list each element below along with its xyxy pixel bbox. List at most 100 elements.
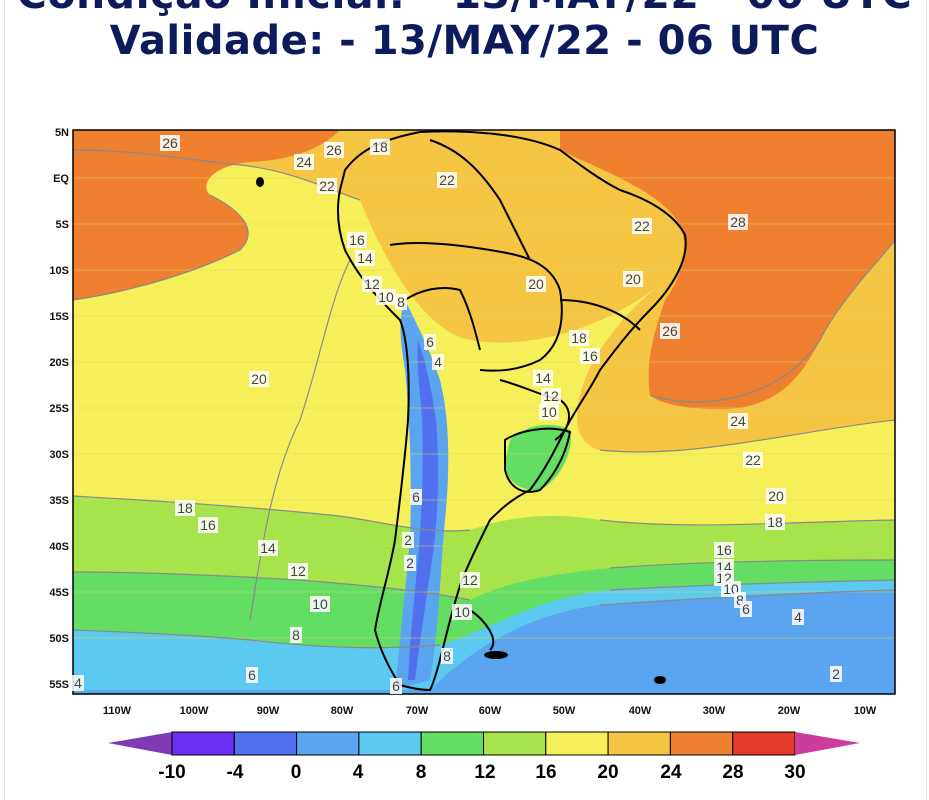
contour-label: 16 bbox=[349, 232, 365, 248]
contour-label-bg bbox=[539, 404, 559, 420]
colorbar-label: 16 bbox=[535, 762, 556, 783]
contour-label: 4 bbox=[794, 609, 802, 625]
lat-label: 10S bbox=[49, 265, 69, 277]
contour-label: 20 bbox=[251, 371, 267, 387]
contour-label: 4 bbox=[434, 354, 442, 370]
longitude-labels: 110W 100W 90W 80W 70W 60W 50W 40W 30W 20… bbox=[103, 705, 877, 717]
contour-label: 26 bbox=[662, 323, 678, 339]
contour-label-bg bbox=[424, 334, 436, 350]
colorbar-cell bbox=[669, 731, 734, 756]
contour-label-bg bbox=[404, 555, 416, 571]
lon-label: 10W bbox=[854, 705, 877, 717]
colorbar-label: 24 bbox=[660, 762, 682, 783]
map-border bbox=[72, 129, 896, 695]
contour-label: 20 bbox=[528, 276, 544, 292]
colorbar-label: -10 bbox=[158, 762, 185, 783]
lat-label: 5S bbox=[56, 219, 69, 231]
contour-label-bg bbox=[347, 232, 367, 248]
contour-label-bg bbox=[324, 142, 344, 158]
initial-condition-title: Condição Inicial: - 13/MAY/22 - 00 UTC bbox=[0, 0, 929, 18]
contour-label: 14 bbox=[357, 250, 373, 266]
contour-label-bg bbox=[830, 666, 842, 682]
contour-label-bg bbox=[355, 250, 375, 266]
validity-title: Validade: - 13/MAY/22 - 06 UTC bbox=[109, 18, 820, 64]
contour-label: 22 bbox=[634, 218, 650, 234]
contour-label-bg bbox=[441, 648, 453, 664]
contour-label: 22 bbox=[439, 172, 455, 188]
contour-label-bg bbox=[175, 500, 195, 516]
contour-label: 8 bbox=[736, 592, 744, 608]
contour-label: 10 bbox=[454, 604, 470, 620]
lon-label: 60W bbox=[479, 705, 502, 717]
lon-label: 70W bbox=[406, 705, 429, 717]
lon-label: 80W bbox=[331, 705, 354, 717]
contour-label: 2 bbox=[406, 555, 414, 571]
contour-label-bg bbox=[714, 542, 734, 558]
contour-label: 12 bbox=[543, 388, 559, 404]
contour-label: 16 bbox=[716, 542, 732, 558]
contour-label-bg bbox=[623, 271, 643, 287]
contour-label: 20 bbox=[768, 488, 784, 504]
lat-label: 35S bbox=[49, 495, 69, 507]
contour-label-bg bbox=[288, 563, 308, 579]
colorbar-label: 12 bbox=[474, 762, 495, 783]
contour-label: 12 bbox=[364, 276, 380, 292]
contour-label: 26 bbox=[162, 135, 178, 151]
contour-label-bg bbox=[632, 218, 652, 234]
lon-label: 30W bbox=[703, 705, 726, 717]
contour-label-bg bbox=[249, 371, 269, 387]
colorbar-cap-right bbox=[795, 732, 860, 755]
contour-label-bg bbox=[569, 330, 589, 346]
contour-label-bg bbox=[317, 178, 337, 194]
colorbar-label: 4 bbox=[353, 762, 364, 783]
contour-label-bg bbox=[410, 489, 422, 505]
contour-label: 6 bbox=[248, 667, 256, 683]
contour-label: 22 bbox=[745, 452, 761, 468]
contour-label: 22 bbox=[319, 178, 335, 194]
lat-label: 40S bbox=[49, 541, 69, 553]
contour-label-bg bbox=[526, 276, 546, 292]
contour-label-bg bbox=[580, 348, 600, 364]
contour-label-bg bbox=[290, 627, 302, 643]
latitude-labels: 5N EQ 5S 10S 15S 20S 25S 30S 35S 40S 45S… bbox=[49, 127, 69, 691]
contour-label-bg bbox=[452, 604, 472, 620]
contour-label-bg bbox=[310, 596, 330, 612]
lat-label: 45S bbox=[49, 587, 69, 599]
colorbar-cell bbox=[545, 731, 609, 756]
contour-label-bg bbox=[432, 354, 444, 370]
contour-label: 10 bbox=[378, 289, 394, 305]
lat-label: 5N bbox=[55, 127, 69, 139]
colorbar: -10 -4 0 4 8 12 16 20 24 28 30 bbox=[108, 731, 860, 783]
contour-label-bg bbox=[198, 517, 218, 533]
contour-label: 6 bbox=[412, 489, 420, 505]
temperature-field bbox=[73, 130, 895, 694]
contour-label-bg bbox=[533, 370, 553, 386]
lat-label: 30S bbox=[49, 449, 69, 461]
lat-label: EQ bbox=[53, 173, 69, 185]
contour-label: 6 bbox=[426, 334, 434, 350]
contour-label: 10 bbox=[541, 404, 557, 420]
contour-label: 28 bbox=[730, 214, 746, 230]
contour-label-bg bbox=[460, 572, 480, 588]
contour-label-bg bbox=[246, 667, 258, 683]
contour-label-bg bbox=[728, 413, 748, 429]
contour-label-bg bbox=[160, 135, 180, 151]
contour-label: 14 bbox=[535, 370, 551, 386]
contour-label: 18 bbox=[372, 139, 388, 155]
contour-label: 8 bbox=[443, 648, 451, 664]
lon-label: 110W bbox=[103, 705, 132, 717]
lat-label: 15S bbox=[49, 311, 69, 323]
contour-label: 16 bbox=[582, 348, 598, 364]
colorbar-label: 8 bbox=[416, 762, 427, 783]
contour-label: 6 bbox=[392, 678, 400, 694]
contour-label: 16 bbox=[200, 517, 216, 533]
islands bbox=[256, 177, 666, 684]
contour-label-bg bbox=[541, 388, 561, 404]
contour-label: 14 bbox=[260, 540, 276, 556]
colorbar-label: 0 bbox=[291, 762, 302, 783]
contour-label-bg bbox=[740, 601, 752, 617]
lon-label: 100W bbox=[180, 705, 209, 717]
contour-label: 8 bbox=[397, 294, 405, 310]
